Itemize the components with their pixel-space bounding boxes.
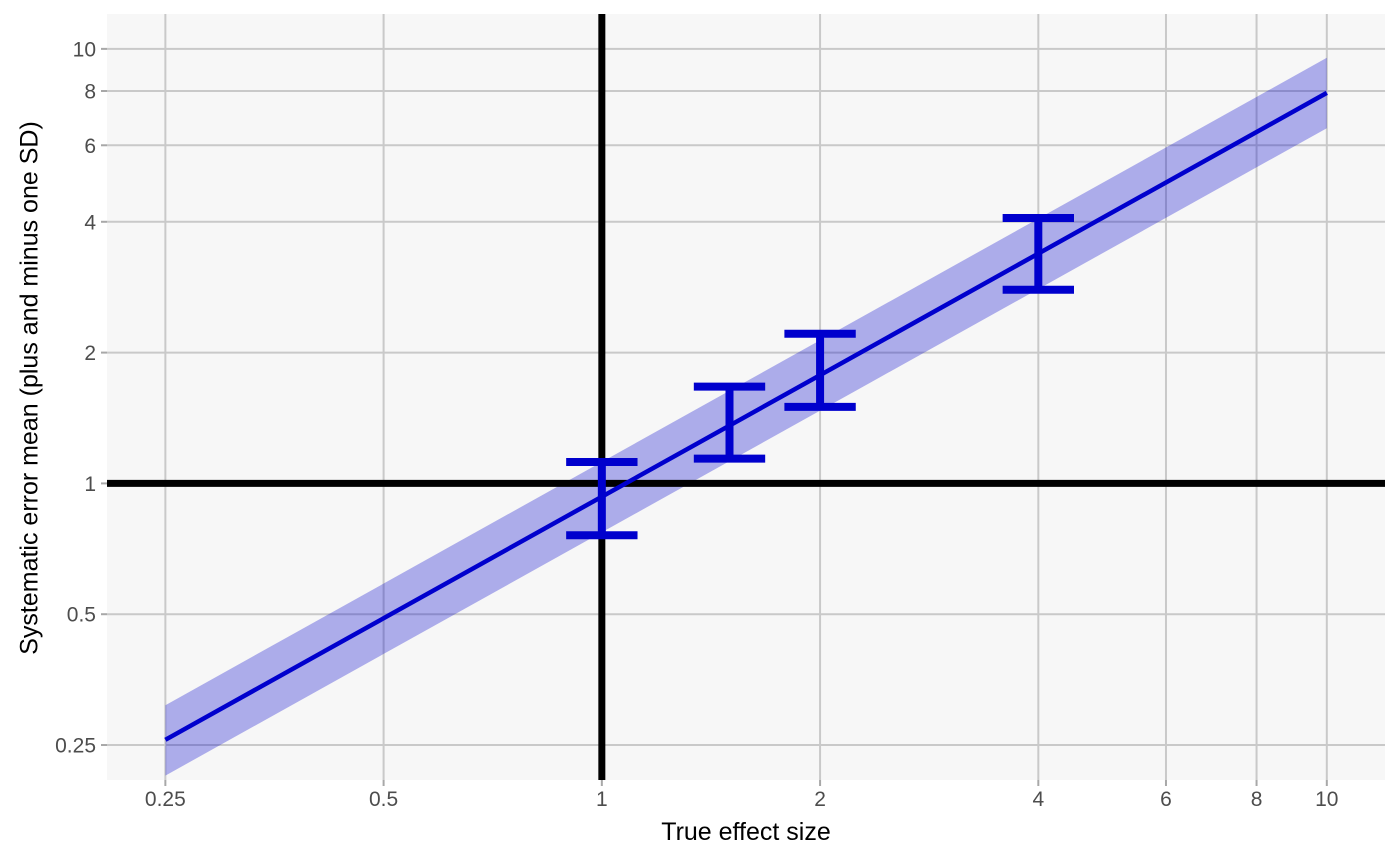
y-tick-label: 4 xyxy=(84,211,96,234)
y-tick-label: 6 xyxy=(84,135,96,158)
y-axis-title: Systematic error mean (plus and minus on… xyxy=(15,121,44,655)
x-tick-label: 10 xyxy=(1315,788,1338,811)
trend-line xyxy=(164,90,1328,742)
x-tick-label: 8 xyxy=(1251,788,1263,811)
x-tick-label: 1 xyxy=(596,788,608,811)
y-tick-label: 1 xyxy=(84,473,96,496)
x-tick-label: 2 xyxy=(814,788,826,811)
x-tick-label: 0.25 xyxy=(145,788,186,811)
x-tick-label: 4 xyxy=(1032,788,1044,811)
x-tick-label: 6 xyxy=(1160,788,1172,811)
y-tick-label: 8 xyxy=(84,80,96,103)
y-tick-label: 0.5 xyxy=(67,604,96,627)
y-tick-label: 2 xyxy=(84,342,96,365)
y-tick-label: 0.25 xyxy=(55,735,96,758)
y-tick-label: 10 xyxy=(73,38,96,61)
x-tick-label: 0.5 xyxy=(369,788,398,811)
x-axis-title: True effect size xyxy=(661,818,831,846)
